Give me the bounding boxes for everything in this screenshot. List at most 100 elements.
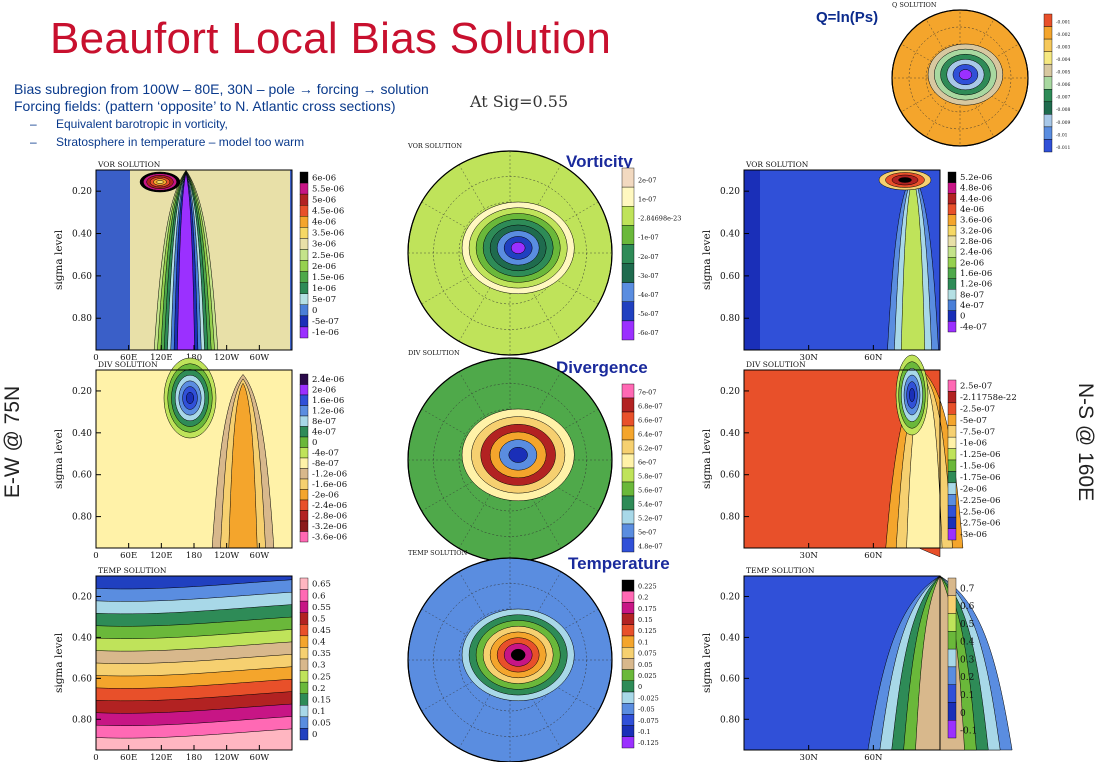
legend-swatch [299, 204, 309, 217]
legend-label: 0.1 [960, 691, 974, 701]
contour-ring [186, 392, 194, 404]
y-tick-label: 0.60 [72, 272, 92, 282]
legend-swatch [947, 684, 957, 703]
axes: 0.20 0.40 0.60 0.80 30N 60N sigma level DIV SOL… [701, 360, 941, 561]
bullet-item: – Stratosphere in temperature – model too… [30, 135, 304, 149]
legend-swatch [621, 691, 635, 704]
y-tick-label: 0.40 [72, 429, 92, 439]
axes: 0.20 0.40 0.60 0.80 0 60E 120E 180 120W 60W sigma … [53, 360, 293, 561]
legend-label: -5e-07 [638, 310, 659, 318]
legend-label: 6.4e-07 [638, 431, 663, 439]
legend-swatch [299, 589, 309, 602]
legend-label: -0.003 [1056, 45, 1071, 51]
legend-label: 2.4e-06 [960, 248, 992, 258]
legend-swatch [621, 206, 635, 226]
field-fill [760, 170, 940, 351]
legend-label: 0.4 [960, 638, 975, 648]
legend-swatch [621, 509, 635, 525]
y-axis-label: sigma level [701, 632, 713, 693]
legend-label: 3.6e-06 [960, 216, 992, 226]
legend-swatch [299, 693, 309, 706]
legend-label: 0.55 [312, 603, 331, 613]
legend-swatch [299, 447, 309, 459]
legend-swatch [947, 702, 957, 721]
legend-label: -2.4e-06 [312, 501, 347, 511]
legend-swatch [947, 448, 957, 461]
x-tick-label: 60W [250, 353, 270, 363]
legend-swatch [947, 289, 957, 301]
legend-swatch [621, 263, 635, 283]
map-rim [407, 557, 613, 762]
x-tick-label: 120E [150, 551, 172, 561]
meridian [925, 19, 961, 79]
legend-swatch [299, 624, 309, 637]
legend-label: 3.2e-06 [960, 226, 992, 236]
contour-ring [898, 177, 912, 183]
legend-label: 0.025 [638, 672, 657, 680]
legend-label: -0.005 [1056, 70, 1071, 76]
legend-swatch [621, 680, 635, 693]
legend-label: 7e-07 [638, 389, 656, 397]
legend-swatch [947, 505, 957, 518]
field-core [895, 354, 929, 436]
y-tick-label: 0.60 [72, 471, 92, 481]
legend-label: 3.5e-06 [312, 229, 344, 239]
legend-label: -6e-07 [638, 329, 659, 337]
section-title-temperature: Temperature [568, 554, 670, 573]
polar-map: DIV SOLUTION [407, 349, 613, 563]
contour-ring [508, 447, 528, 463]
y-tick-label: 0.20 [72, 387, 92, 397]
legend-label: -1.75e-06 [960, 473, 1001, 483]
legend-swatch [621, 613, 635, 625]
contour-band [177, 173, 195, 351]
legend-label: 0 [960, 312, 965, 322]
legend: 0.650.6 0.550.5 0.45 0.40.35 0.30.25 0.20.15 0… [299, 577, 331, 741]
bullet-text: Equivalent barotropic in vorticity, [56, 117, 228, 131]
legend-swatch [1043, 114, 1053, 128]
legend-swatch [621, 725, 635, 737]
y-tick-label: 0.40 [720, 633, 740, 643]
bullet-item: – Equivalent barotropic in vorticity, [30, 117, 228, 131]
legend-swatch [1043, 38, 1053, 52]
contour-ring [156, 180, 164, 184]
legend-label: 0.175 [638, 605, 657, 613]
legend-label: 6.8e-07 [638, 403, 663, 411]
legend-label: 1.6e-06 [312, 396, 344, 406]
legend-swatch [299, 315, 309, 328]
y-tick-label: 0.40 [72, 230, 92, 240]
legend-swatch [299, 520, 309, 532]
legend-label: -1.5e-06 [960, 462, 995, 472]
legend-label: -8e-07 [312, 459, 339, 469]
legend-label: -2.5e-07 [960, 404, 995, 414]
legend-label: 0.15 [312, 695, 331, 705]
legend-label: 6.6e-07 [638, 417, 663, 425]
x-tick-label: 60E [120, 753, 137, 762]
legend-swatch [621, 301, 635, 322]
q-label: Q=ln(Ps) [816, 9, 879, 26]
legend-label: 5e-07 [312, 295, 336, 305]
legend-label: 5e-06 [312, 195, 336, 205]
legend-label: -0.009 [1056, 120, 1071, 126]
meridian [901, 77, 961, 113]
x-tick-label: 120E [150, 353, 172, 363]
field-core [878, 169, 932, 191]
legend-label: 2.5e-06 [312, 251, 344, 261]
legend-label: 0.35 [312, 649, 331, 659]
y-tick-label: 0.20 [720, 387, 740, 397]
legend-swatch [299, 193, 309, 206]
legend-label: -4e-07 [312, 448, 339, 458]
legend-swatch [299, 326, 309, 339]
axes: 0.20 0.40 0.60 0.80 30N 60N sigma level VOR SOL… [701, 160, 941, 363]
legend-label: 5e-07 [638, 529, 656, 537]
legend-swatch [947, 720, 957, 739]
legend-label: 2e-06 [960, 258, 984, 268]
legend-label: 0.125 [638, 627, 657, 635]
plot-frame [743, 169, 941, 351]
legend-label: -4e-07 [960, 322, 987, 332]
legend-swatch [299, 670, 309, 683]
bullet-dash: – [30, 117, 37, 131]
legend-swatch [299, 216, 309, 228]
legend-swatch [621, 591, 635, 603]
legend-label: 2e-06 [312, 385, 336, 395]
